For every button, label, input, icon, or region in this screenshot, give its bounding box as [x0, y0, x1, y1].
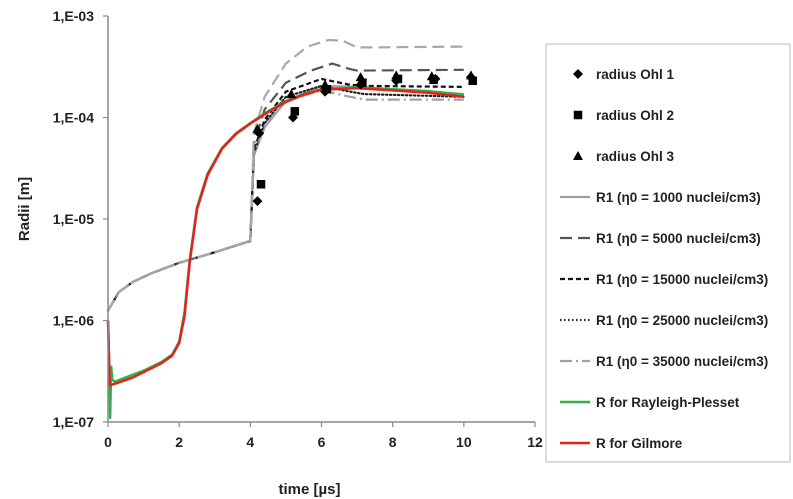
data-point: [290, 107, 300, 116]
series-line: [107, 84, 464, 312]
legend-marker: [573, 151, 583, 160]
legend-label: R for Gilmore: [596, 436, 683, 451]
series-line: [107, 77, 464, 312]
y-tick-label: 1,E-07: [53, 414, 94, 430]
legend-marker: [573, 110, 583, 120]
series-line: [106, 84, 465, 312]
legend-label: R1 (η0 = 25000 nuclei/cm3): [596, 313, 768, 328]
data-point: [391, 70, 402, 80]
y-tick-label: 1,E-03: [53, 8, 94, 24]
legend-box: [545, 43, 791, 463]
data-point: [465, 70, 476, 80]
legend-label: radius Ohl 3: [596, 149, 675, 164]
legend-label: R for Rayleigh-Plesset: [596, 395, 740, 410]
series-line: [107, 38, 464, 312]
data-point: [355, 72, 366, 82]
legend: radius Ohl 1 radius Ohl 2 radius Ohl 3 R1 (…: [545, 43, 791, 463]
legend-marker: [573, 69, 583, 79]
y-tick-label: 1,E-05: [53, 211, 94, 227]
data-point: [286, 89, 297, 99]
x-axis-title: time [µs]: [279, 481, 341, 498]
legend-label: radius Ohl 1: [596, 67, 675, 82]
data-point: [322, 84, 332, 94]
data-point: [252, 196, 263, 207]
legend-label: R1 (η0 = 1000 nuclei/cm3): [596, 190, 761, 205]
y-tick-label: 1,E-06: [53, 313, 94, 329]
data-point: [254, 128, 265, 139]
legend-label: R1 (η0 = 15000 nuclei/cm3): [596, 272, 768, 287]
data-point: [256, 179, 266, 189]
x-tick-label: 4: [246, 434, 254, 450]
series-line: [106, 86, 464, 387]
legend-label: radius Ohl 2: [596, 108, 674, 123]
data-point: [426, 71, 437, 81]
data-point: [468, 76, 477, 86]
series-line: [107, 89, 464, 312]
x-tick-label: 10: [456, 434, 472, 450]
data-point: [252, 124, 263, 134]
x-tick-label: 2: [175, 434, 183, 450]
x-tick-label: 0: [104, 434, 112, 450]
legend-label: R1 (η0 = 35000 nuclei/cm3): [596, 354, 768, 369]
series-line: [106, 86, 464, 420]
x-tick-label: 8: [389, 434, 397, 450]
legend-label: R1 (η0 = 5000 nuclei/cm3): [596, 231, 761, 246]
y-tick-label: 1,E-04: [53, 110, 94, 126]
x-tick-label: 12: [527, 434, 543, 450]
data-point: [358, 78, 367, 87]
x-tick-label: 6: [318, 434, 326, 450]
data-point: [320, 79, 331, 89]
axes: 0 2 4 6 8 10 12 1,E-07 1,E-06 1,E-05 1,E-04 1,E-03 t…: [16, 8, 543, 498]
plot-area: [106, 38, 477, 420]
y-axis-title: Radii [m]: [16, 177, 33, 241]
